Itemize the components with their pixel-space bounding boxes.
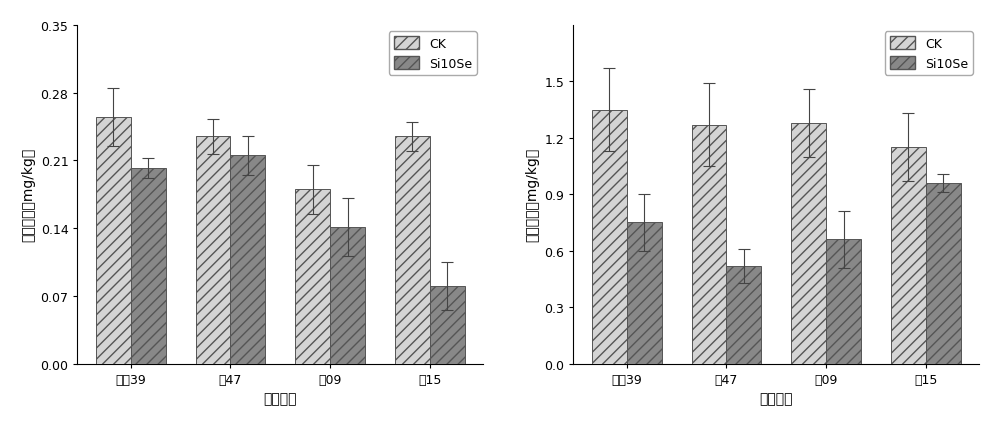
Legend: CK, Si10Se: CK, Si10Se xyxy=(885,32,973,75)
Bar xyxy=(430,286,465,364)
X-axis label: 水稺品种: 水稺品种 xyxy=(760,391,793,405)
Bar xyxy=(692,125,726,364)
Bar xyxy=(627,223,662,364)
Legend: CK, Si10Se: CK, Si10Se xyxy=(389,32,477,75)
Bar xyxy=(592,110,627,364)
Bar xyxy=(726,266,761,364)
X-axis label: 水稺品种: 水稺品种 xyxy=(264,391,297,405)
Bar xyxy=(295,190,330,364)
Bar xyxy=(131,169,166,364)
Bar xyxy=(926,184,961,364)
Y-axis label: 粒镖含量（mg/kg）: 粒镖含量（mg/kg） xyxy=(21,148,35,242)
Bar xyxy=(96,118,131,364)
Bar xyxy=(791,124,826,364)
Bar xyxy=(826,240,861,364)
Bar xyxy=(230,156,265,364)
Bar xyxy=(196,137,230,364)
Bar xyxy=(330,227,365,364)
Bar xyxy=(891,148,926,364)
Bar xyxy=(395,137,430,364)
Y-axis label: 粒硕含量（mg/kg）: 粒硕含量（mg/kg） xyxy=(525,148,539,242)
